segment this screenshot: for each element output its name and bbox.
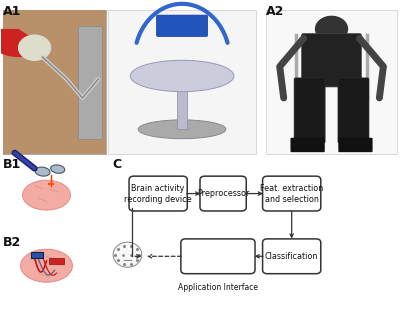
Text: Application Interface: Application Interface — [178, 283, 258, 292]
FancyBboxPatch shape — [294, 78, 325, 143]
Ellipse shape — [138, 120, 226, 139]
FancyBboxPatch shape — [78, 26, 102, 139]
Ellipse shape — [51, 165, 65, 173]
Text: A1: A1 — [3, 5, 21, 18]
FancyBboxPatch shape — [266, 10, 397, 154]
FancyBboxPatch shape — [302, 34, 362, 87]
FancyBboxPatch shape — [200, 176, 246, 211]
FancyBboxPatch shape — [181, 239, 255, 274]
FancyBboxPatch shape — [177, 60, 187, 129]
FancyBboxPatch shape — [290, 138, 325, 152]
FancyBboxPatch shape — [338, 78, 369, 143]
FancyBboxPatch shape — [30, 252, 42, 258]
FancyBboxPatch shape — [262, 176, 321, 211]
Ellipse shape — [35, 167, 50, 176]
FancyBboxPatch shape — [108, 10, 256, 154]
Text: Preprocessor: Preprocessor — [197, 189, 249, 198]
Text: B2: B2 — [3, 236, 21, 249]
Wedge shape — [0, 29, 46, 57]
Ellipse shape — [130, 60, 234, 92]
Ellipse shape — [23, 180, 70, 210]
Text: B1: B1 — [3, 158, 21, 170]
Ellipse shape — [21, 249, 72, 282]
Circle shape — [19, 35, 50, 60]
Text: Feat. extraction
and selection: Feat. extraction and selection — [260, 184, 323, 203]
Ellipse shape — [113, 242, 142, 267]
Text: A2: A2 — [266, 5, 284, 18]
Circle shape — [316, 16, 348, 42]
FancyBboxPatch shape — [156, 15, 208, 37]
FancyBboxPatch shape — [129, 176, 187, 211]
Text: Brain activity
recording device: Brain activity recording device — [124, 184, 192, 203]
FancyBboxPatch shape — [48, 258, 64, 264]
FancyBboxPatch shape — [262, 239, 321, 274]
Text: Classification: Classification — [265, 252, 318, 261]
FancyBboxPatch shape — [3, 10, 106, 154]
Text: C: C — [112, 158, 122, 170]
FancyBboxPatch shape — [338, 138, 372, 152]
FancyBboxPatch shape — [3, 10, 106, 154]
